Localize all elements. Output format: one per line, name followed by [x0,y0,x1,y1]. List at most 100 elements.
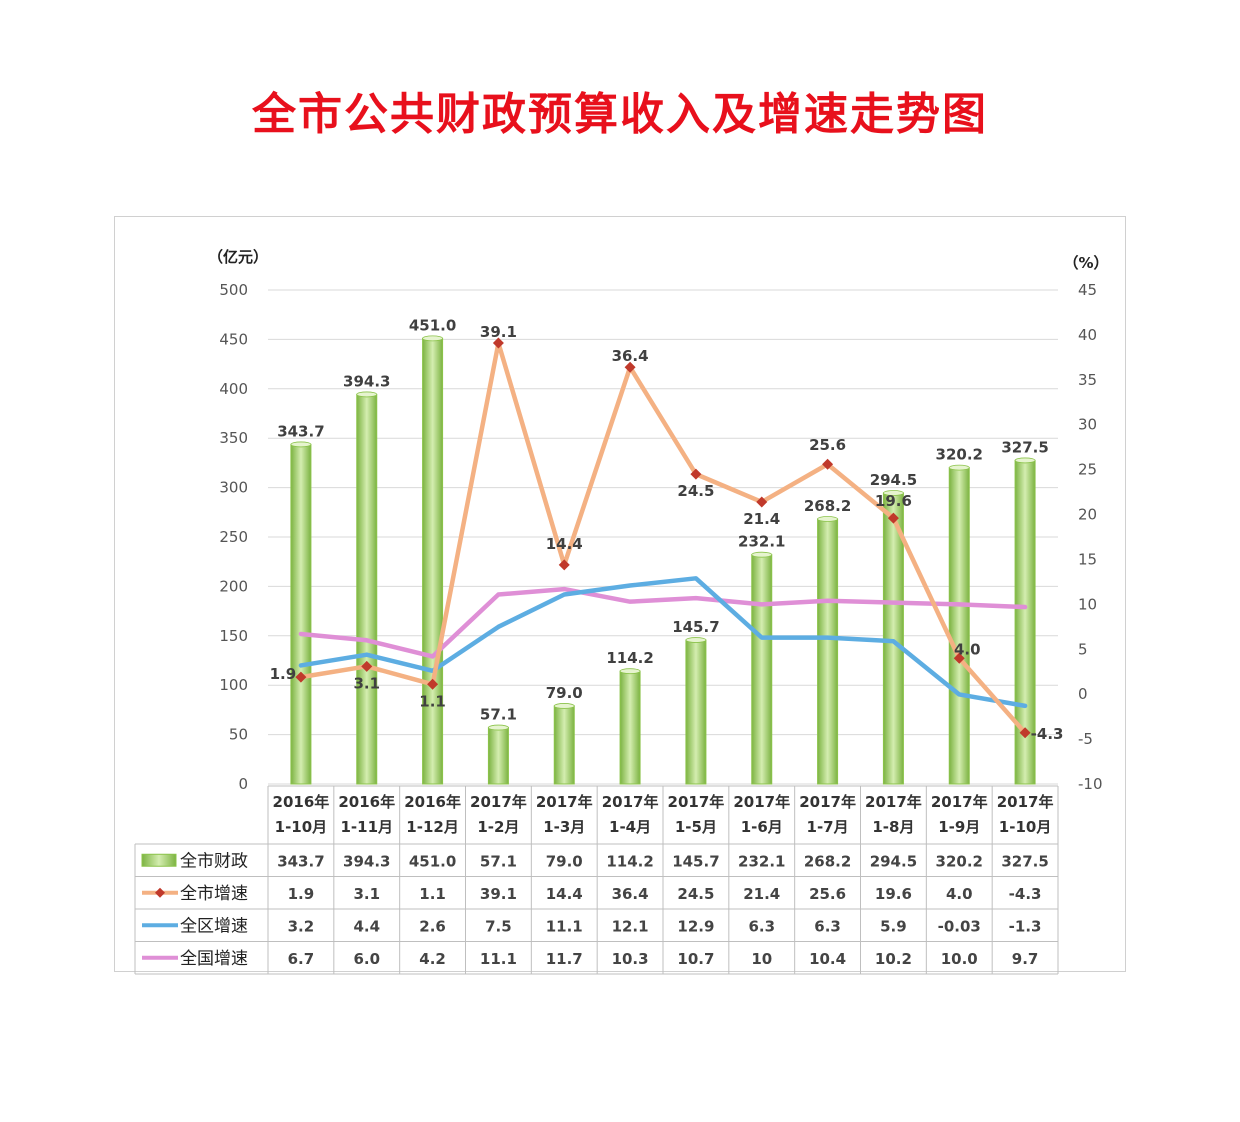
table-layer: 2016年 1-10月 2016年 1-11月 2016年 1-12月 2017年 1-2月 2… [134,785,1059,975]
city-marker [427,678,439,690]
category-year-label: 2016年 [338,793,395,811]
table-cell: 21.4 [743,885,780,903]
growth-value-label: -4.3 [1031,725,1064,743]
category-period-label: 1-10月 [999,818,1052,836]
table-cell: 25.6 [809,885,846,903]
bar-value-label: 114.2 [606,649,653,667]
bar-top [883,490,904,496]
table-cell: 36.4 [612,885,649,903]
category-period-label: 1-12月 [406,818,459,836]
table-cell: 7.5 [485,917,512,935]
city-marker [953,652,965,664]
city-marker [558,559,570,571]
legend-series-name: 全市增速 [180,884,248,904]
line-district [298,576,1028,709]
line-national [298,586,1028,659]
growth-value-label: 25.6 [809,436,846,454]
table-cell: 2.6 [419,917,446,935]
label-layer: 343.7 394.3 451.0 57.1 79.0 114.2 145.7 232.1 26… [270,316,1064,742]
bar-value-label: 145.7 [672,618,719,636]
left-tick-label: 0 [238,775,248,793]
table-cell: -0.03 [938,917,981,935]
right-tick-label: 5 [1078,640,1088,658]
bar-top [290,441,312,448]
growth-value-label: 3.1 [353,674,380,692]
bar-top [751,551,773,558]
bar-value-label: 294.5 [870,471,917,489]
bar [553,705,575,785]
right-tick-label: 10 [1078,595,1097,613]
table-cell: -1.3 [1009,917,1042,935]
right-tick-label: 35 [1078,371,1097,389]
legend-key-marker [155,887,165,898]
bar-value-label: 57.1 [480,706,517,724]
table-cell: 320.2 [936,852,983,870]
category-period-label: 1-4月 [609,818,651,836]
table-cell: 3.1 [353,885,380,903]
bar [751,554,773,785]
growth-value-label: 1.9 [270,665,297,683]
bar-top [685,637,707,643]
table-cell: 12.1 [612,917,649,935]
right-tick-label: 15 [1078,550,1097,568]
bar-layer [290,335,1036,785]
bar [356,393,378,785]
category-year-label: 2017年 [602,793,659,811]
category-year-label: 2017年 [799,793,856,811]
bar-top [948,464,970,471]
table-cell: 114.2 [606,852,653,870]
legend-series-name: 全市财政 [180,851,248,871]
category-period-label: 1-2月 [477,818,519,836]
right-tick-label: -5 [1078,730,1093,748]
growth-value-label: 36.4 [612,347,649,365]
growth-value-label: 21.4 [743,510,780,528]
table-cell: 12.9 [677,917,714,935]
category-year-label: 2017年 [536,793,593,811]
axis-layer: 0 50 100 150 200 250 300 350 400 450 500 -10 -5 0 5 10 1… [208,248,1109,793]
table-cell: 19.6 [875,885,912,903]
bar-top [422,335,443,342]
table-cell: 10.0 [941,950,978,968]
bar-value-label: 327.5 [1001,438,1048,456]
bar [817,518,839,785]
table-cell: 1.1 [419,885,446,903]
table-cell: 268.2 [804,852,851,870]
table-cell: 145.7 [672,852,719,870]
table-cell: 232.1 [738,852,785,870]
category-year-label: 2016年 [273,793,330,811]
bar-value-label: 268.2 [804,497,851,515]
table-cell: 10.3 [612,950,649,968]
left-axis-unit: （亿元） [208,248,268,266]
category-period-label: 1-7月 [807,818,849,836]
table-cell: 4.0 [946,885,973,903]
table-cell: 79.0 [546,852,583,870]
growth-value-label: 4.0 [954,640,981,658]
table-cell: 3.2 [288,917,315,935]
bar-top [553,703,575,709]
table-cell: 343.7 [277,852,324,870]
table-cell: 4.2 [419,950,446,968]
category-year-label: 2017年 [865,793,922,811]
growth-value-label: 24.5 [677,482,714,500]
category-period-label: 1-6月 [741,818,783,836]
table-cell: 14.4 [546,885,583,903]
grid-layer [268,289,1058,785]
left-tick-label: 150 [219,627,248,645]
line-city [298,340,1028,736]
category-year-label: 2017年 [668,793,725,811]
left-tick-label: 200 [219,577,248,595]
bar-value-label: 394.3 [343,372,390,390]
table-cell: 451.0 [409,852,456,870]
bar [619,670,641,785]
category-year-label: 2017年 [931,793,988,811]
table-cell: 6.0 [353,950,380,968]
city-marker [624,361,636,373]
chart-frame [114,216,1126,972]
category-period-label: 1-11月 [340,818,393,836]
table-cell: 6.7 [288,950,315,968]
left-tick-label: 350 [219,429,248,447]
left-tick-label: 300 [219,479,248,497]
bar [948,467,970,785]
right-tick-label: 30 [1078,416,1097,434]
bar-value-label: 451.0 [409,316,456,334]
